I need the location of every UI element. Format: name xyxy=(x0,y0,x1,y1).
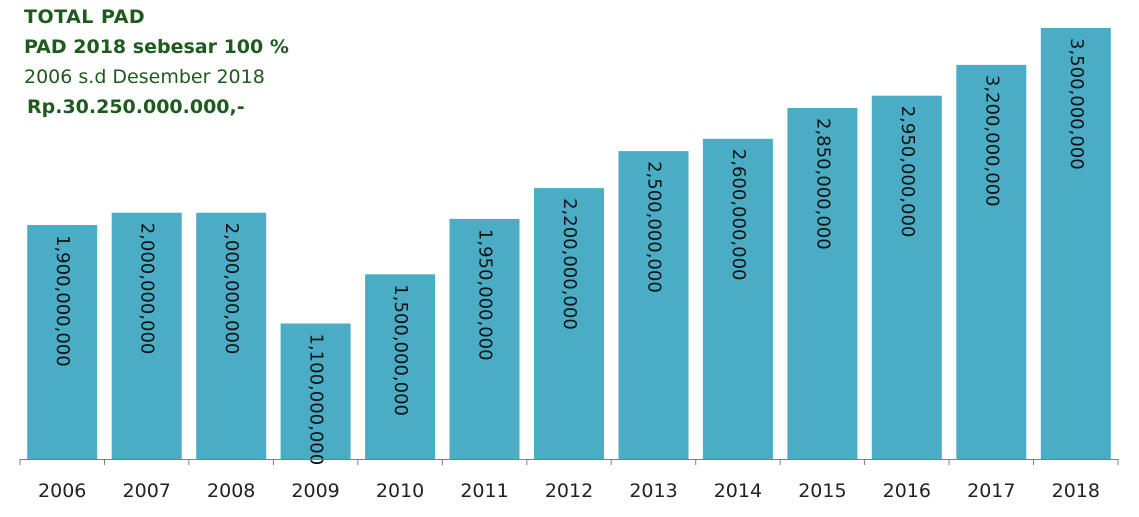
x-tick-label-2015: 2015 xyxy=(798,480,846,502)
x-tick-label-2014: 2014 xyxy=(714,480,762,502)
x-tick-label-2012: 2012 xyxy=(545,480,593,502)
bar-2016 xyxy=(871,95,942,459)
bar-value-label-2011: 1,950,000,000 xyxy=(475,229,496,361)
bar-2013 xyxy=(618,151,689,459)
bar-value-label-2017: 3,200,000,000 xyxy=(981,75,1002,207)
chart-subtitle-percentage: PAD 2018 sebesar 100 % xyxy=(24,36,289,58)
x-tick-label-2016: 2016 xyxy=(883,480,931,502)
bar-2009 xyxy=(280,323,351,459)
bar-2006 xyxy=(27,225,98,459)
bar-2010 xyxy=(365,274,436,459)
bar-value-label-2013: 2,500,000,000 xyxy=(644,161,665,293)
x-tick-label-2008: 2008 xyxy=(207,480,255,502)
bar-2008 xyxy=(196,212,267,459)
bar-2018 xyxy=(1040,28,1111,459)
bar-2015 xyxy=(787,108,858,459)
bar-value-label-2012: 2,200,000,000 xyxy=(559,198,580,330)
bar-value-label-2015: 2,850,000,000 xyxy=(812,118,833,250)
bar-value-label-2008: 2,000,000,000 xyxy=(221,223,242,355)
bar-value-label-2006: 1,900,000,000 xyxy=(52,235,73,367)
x-tick-label-2011: 2011 xyxy=(460,480,508,502)
x-tick-label-2017: 2017 xyxy=(967,480,1015,502)
bar-value-label-2009: 1,100,000,000 xyxy=(306,334,327,466)
x-tick-label-2018: 2018 xyxy=(1052,480,1100,502)
bar-value-label-2018: 3,500,000,000 xyxy=(1066,38,1087,170)
bar-2012 xyxy=(534,188,604,459)
bar-2011 xyxy=(449,218,520,459)
bar-value-label-2014: 2,600,000,000 xyxy=(728,149,749,281)
bar-2014 xyxy=(702,138,773,460)
bar-2017 xyxy=(956,64,1027,460)
bar-value-label-2010: 1,500,000,000 xyxy=(390,284,411,416)
chart-subtitle-period: 2006 s.d Desember 2018 xyxy=(24,66,265,88)
chart-header: TOTAL PAD PAD 2018 sebesar 100 % 2006 s.… xyxy=(24,8,289,128)
chart-subtitle-total: Rp.30.250.000.000,- xyxy=(27,96,245,118)
x-tick-label-2006: 2006 xyxy=(38,480,86,502)
x-tick-label-2013: 2013 xyxy=(629,480,677,502)
bar-value-label-2007: 2,000,000,000 xyxy=(137,223,158,355)
x-tick-label-2007: 2007 xyxy=(123,480,171,502)
chart-title: TOTAL PAD xyxy=(24,6,146,28)
bar-2007 xyxy=(111,212,182,459)
x-tick-label-2010: 2010 xyxy=(376,480,424,502)
bar-value-label-2016: 2,950,000,000 xyxy=(897,106,918,238)
x-tick-label-2009: 2009 xyxy=(291,480,339,502)
